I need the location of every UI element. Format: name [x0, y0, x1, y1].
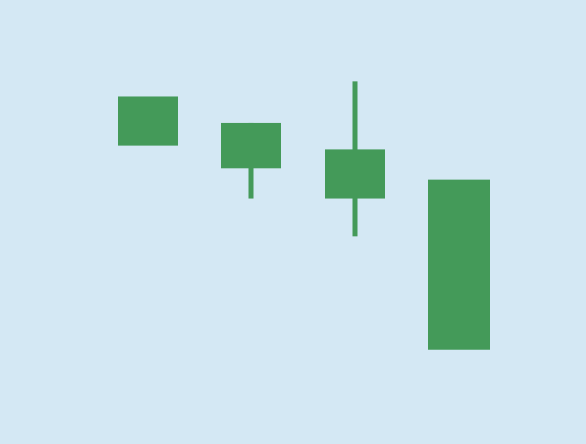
candle-3: [325, 81, 385, 237]
candle-4: [428, 179, 490, 350]
candle-1-body: [118, 96, 178, 146]
candle-2-body: [221, 122, 281, 169]
candles-group: [118, 81, 490, 350]
candle-2: [221, 122, 281, 199]
candle-4-body: [428, 179, 490, 350]
candle-1: [118, 96, 178, 146]
candle-3-body: [325, 149, 385, 199]
